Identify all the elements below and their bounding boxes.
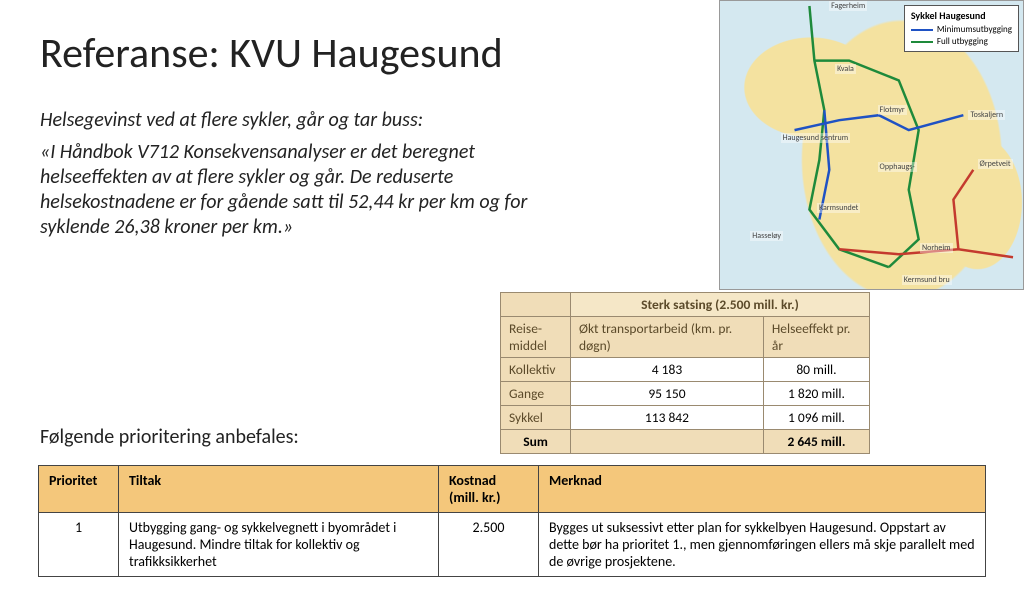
map-place-label: Hasseløy	[750, 231, 783, 241]
cell-effect: 80 mill.	[763, 358, 869, 382]
table-row: Kollektiv4 18380 mill.	[501, 358, 870, 382]
priorities-table: Prioritet Tiltak Kostnad (mill. kr.) Mer…	[38, 465, 986, 577]
map-place-label: Haugesund sentrum	[781, 133, 851, 143]
th-blank	[501, 293, 571, 317]
cell-merknad: Bygges ut suksessivt etter plan for sykk…	[539, 513, 986, 577]
cell-kostnad: 2.500	[439, 513, 539, 577]
map-legend: Sykkel Haugesund Minimumsutbygging Full …	[904, 5, 1019, 52]
cell-effect: 1 820 mill.	[763, 382, 869, 406]
legend-label: Full utbygging	[937, 36, 988, 47]
table-row: 1Utbygging gang- og sykkelvegnett i byom…	[39, 513, 986, 577]
th-super: Sterk satsing (2.500 mill. kr.)	[571, 293, 870, 317]
cell-effect: 1 096 mill.	[763, 406, 869, 430]
map-place-label: Opphaugs-	[878, 162, 917, 172]
helseeffekt-table: Sterk satsing (2.500 mill. kr.) Reise-mi…	[500, 292, 870, 454]
th-merknad: Merknad	[539, 466, 986, 513]
table-sum-row: Sum 2 645 mill.	[501, 430, 870, 454]
table-row: Gange95 1501 820 mill.	[501, 382, 870, 406]
th-kostnad: Kostnad (mill. kr.)	[439, 466, 539, 513]
legend-line-icon	[911, 29, 933, 31]
cell-mode: Sykkel	[501, 406, 571, 430]
cell-tiltak: Utbygging gang- og sykkelvegnett i byomr…	[119, 513, 439, 577]
map-place-label: Kvala	[835, 64, 856, 74]
map-place-label: Toskaljern	[968, 110, 1005, 120]
legend-label: Minimumsutbygging	[937, 24, 1012, 35]
cell-km: 4 183	[571, 358, 764, 382]
subtitle: Helsegevinst ved at flere sykler, går og…	[40, 108, 423, 132]
cell-sum-label: Sum	[501, 430, 571, 454]
th-prioritet: Prioritet	[39, 466, 119, 513]
th-tiltak: Tiltak	[119, 466, 439, 513]
page-title: Referanse: KVU Haugesund	[40, 28, 503, 79]
cell-km: 95 150	[571, 382, 764, 406]
map-place-label: Norheim	[920, 243, 953, 253]
th-mode: Reise-middel	[501, 317, 571, 358]
map-place-label: Karmsundet	[817, 203, 860, 213]
cell-km: 113 842	[571, 406, 764, 430]
map-sykkel-haugesund: Sykkel Haugesund Minimumsutbygging Full …	[719, 0, 1024, 290]
cell-priority: 1	[39, 513, 119, 577]
priorities-heading: Følgende prioritering anbefales:	[40, 425, 299, 449]
cell-mode: Gange	[501, 382, 571, 406]
map-legend-item: Full utbygging	[911, 36, 1012, 47]
cell-sum-effect: 2 645 mill.	[763, 430, 869, 454]
th-effect: Helseeffekt pr. år	[763, 317, 869, 358]
map-place-label: Flotmyr	[878, 105, 907, 115]
legend-line-icon	[911, 41, 933, 43]
map-legend-item: Minimumsutbygging	[911, 24, 1012, 35]
cell-sum-km	[571, 430, 764, 454]
quote-text: «I Håndbok V712 Konsekvensanalyser er de…	[40, 140, 560, 240]
table-row: Sykkel113 8421 096 mill.	[501, 406, 870, 430]
map-legend-title: Sykkel Haugesund	[911, 9, 1012, 22]
th-km: Økt transportarbeid (km. pr. døgn)	[571, 317, 764, 358]
map-place-label: Ørpetveit	[978, 159, 1013, 169]
cell-mode: Kollektiv	[501, 358, 571, 382]
map-place-label: Fagerheim	[829, 1, 867, 11]
th-mode-label: Reise-middel	[509, 320, 547, 354]
map-place-label: Kermsund bru	[902, 275, 952, 285]
